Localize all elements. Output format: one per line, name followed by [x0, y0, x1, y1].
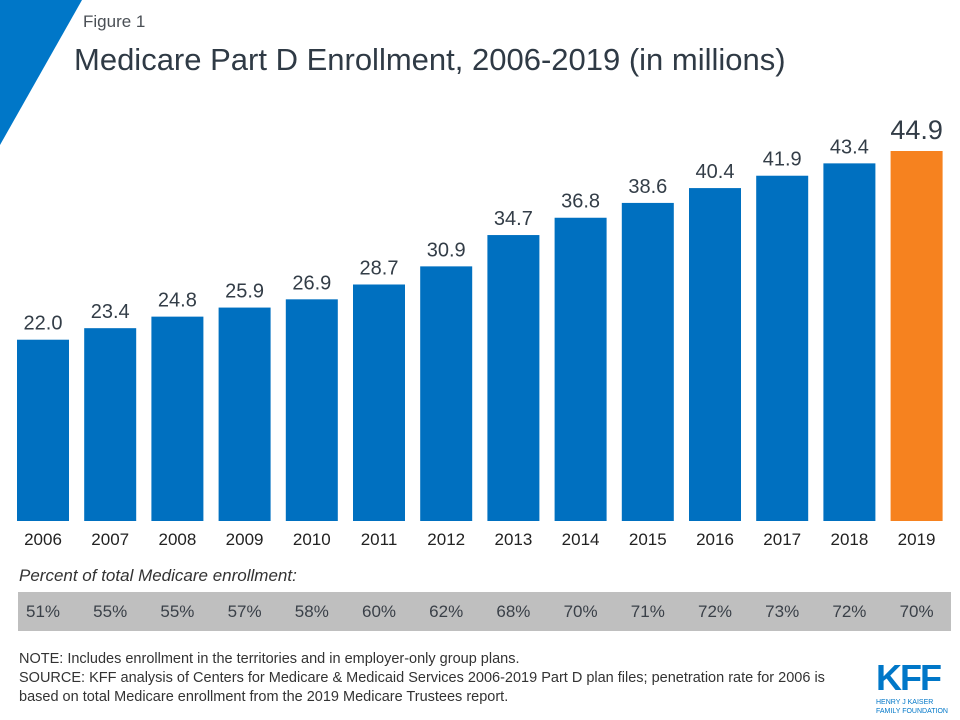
value-label: 26.9 [292, 272, 331, 294]
bar-2019 [890, 151, 943, 521]
bar-2011 [353, 284, 405, 521]
figure-label: Figure 1 [83, 12, 146, 31]
percent-band: 51% 55% 55% 57% 58% 60% 62% 68% 70% 71% 72% 73% 72% 7… [18, 592, 951, 631]
bar-2016 [689, 188, 741, 522]
value-label: 40.4 [696, 161, 735, 183]
value-label: 36.8 [561, 191, 600, 213]
value-label: 38.6 [628, 176, 667, 198]
value-label: 41.9 [763, 149, 802, 171]
x-tick-label: 2010 [293, 530, 331, 549]
bar-2012 [420, 266, 473, 521]
value-label: 43.4 [830, 136, 869, 158]
bar-2009 [218, 307, 271, 521]
bar-2013 [487, 235, 540, 521]
bar-2008 [151, 316, 204, 521]
bar-2018 [823, 163, 876, 521]
x-tick-label: 2017 [763, 530, 801, 549]
percent-value: 51% [25, 602, 61, 621]
x-tick-label: 2018 [830, 530, 868, 549]
x-tick-label: 2014 [562, 530, 600, 549]
x-tick-label: 2009 [226, 530, 264, 549]
chart-title: Medicare Part D Enrollment, 2006-2019 (i… [74, 42, 786, 77]
percent-value: 55% [93, 602, 128, 621]
percent-value: 60% [361, 602, 397, 621]
percent-value: 57% [227, 602, 262, 621]
percent-value: 71% [630, 602, 665, 621]
percent-label: Percent of total Medicare enrollment: [19, 566, 297, 585]
value-label: 30.9 [427, 239, 466, 261]
x-tick-label: 2013 [494, 530, 532, 549]
value-label: 28.7 [360, 257, 399, 279]
percent-value: 72% [697, 602, 733, 621]
percent-value: 72% [832, 602, 867, 621]
logo-mark: KFF [876, 657, 942, 698]
value-label: 34.7 [494, 208, 533, 230]
value-label: 23.4 [91, 301, 130, 323]
percent-value: 73% [765, 602, 800, 621]
source-text: SOURCE: KFF analysis of Centers for Medi… [19, 670, 825, 705]
bar-2017 [756, 175, 809, 521]
note-text: NOTE: Includes enrollment in the territo… [19, 651, 520, 667]
x-tick-label: 2019 [898, 530, 936, 549]
x-tick-label: 2008 [158, 530, 196, 549]
bar-2007 [84, 328, 137, 521]
percent-value: 55% [160, 602, 195, 621]
footnote: NOTE: Includes enrollment in the territo… [19, 650, 849, 707]
x-tick-label: 2015 [629, 530, 667, 549]
bar-2006 [17, 339, 69, 521]
percent-value: 62% [429, 602, 464, 621]
x-tick-label: 2007 [91, 530, 129, 549]
value-label: 25.9 [225, 281, 264, 303]
bar-2014 [554, 217, 607, 521]
percent-value: 70% [563, 602, 598, 621]
percent-value: 68% [496, 602, 531, 621]
kff-logo: KFF HENRY J KAISER FAMILY FOUNDATION [876, 658, 956, 716]
x-tick-label: 2006 [24, 530, 62, 549]
bar-chart: 22.0 2006 23.4 2007 24.8 2008 25.9 2009 26.9 2010… [17, 115, 943, 549]
value-label: 24.8 [158, 290, 197, 312]
x-tick-label: 2011 [361, 530, 398, 549]
value-label: 22.0 [24, 313, 63, 335]
percent-value: 70% [899, 602, 934, 621]
bar-2015 [621, 202, 674, 521]
x-tick-label: 2016 [696, 530, 734, 549]
x-tick-label: 2012 [427, 530, 465, 549]
logo-sub1: HENRY J KAISER [876, 699, 934, 706]
bar-2010 [285, 299, 338, 521]
logo-sub2: FAMILY FOUNDATION [876, 708, 948, 715]
percent-value: 58% [294, 602, 329, 621]
decorative-triangle [0, 0, 82, 145]
value-label: 44.9 [890, 115, 943, 145]
